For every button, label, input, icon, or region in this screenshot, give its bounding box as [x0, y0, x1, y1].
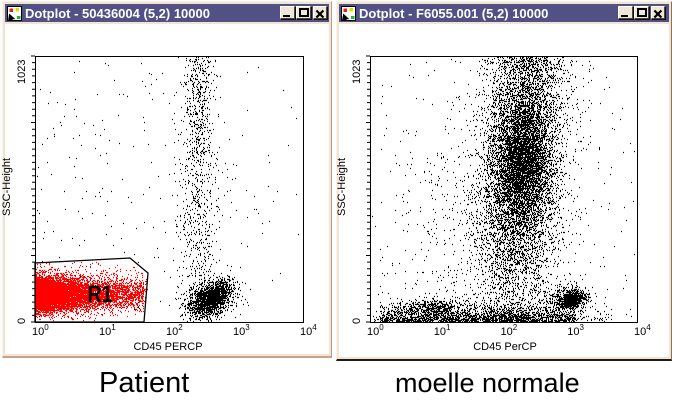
svg-text:102: 102	[166, 323, 183, 338]
svg-text:101: 101	[434, 323, 451, 338]
svg-text:CD45 PERCP: CD45 PERCP	[133, 341, 202, 353]
svg-text:100: 100	[367, 323, 384, 338]
svg-text:101: 101	[99, 323, 116, 338]
svg-text:104: 104	[300, 323, 317, 338]
svg-text:103: 103	[233, 323, 250, 338]
svg-text:SSC-Height: SSC-Height	[1, 158, 13, 216]
svg-text:1023: 1023	[16, 60, 28, 84]
svg-text:1023: 1023	[351, 60, 363, 84]
svg-text:0: 0	[16, 318, 28, 324]
svg-text:103: 103	[567, 323, 584, 338]
svg-text:102: 102	[501, 323, 518, 338]
svg-text:R1: R1	[88, 281, 113, 308]
svg-text:CD45 PerCP: CD45 PerCP	[473, 341, 537, 353]
svg-text:0: 0	[351, 318, 363, 324]
svg-text:100: 100	[32, 323, 49, 338]
svg-text:SSC-Height: SSC-Height	[336, 158, 348, 216]
svg-text:104: 104	[634, 323, 651, 338]
